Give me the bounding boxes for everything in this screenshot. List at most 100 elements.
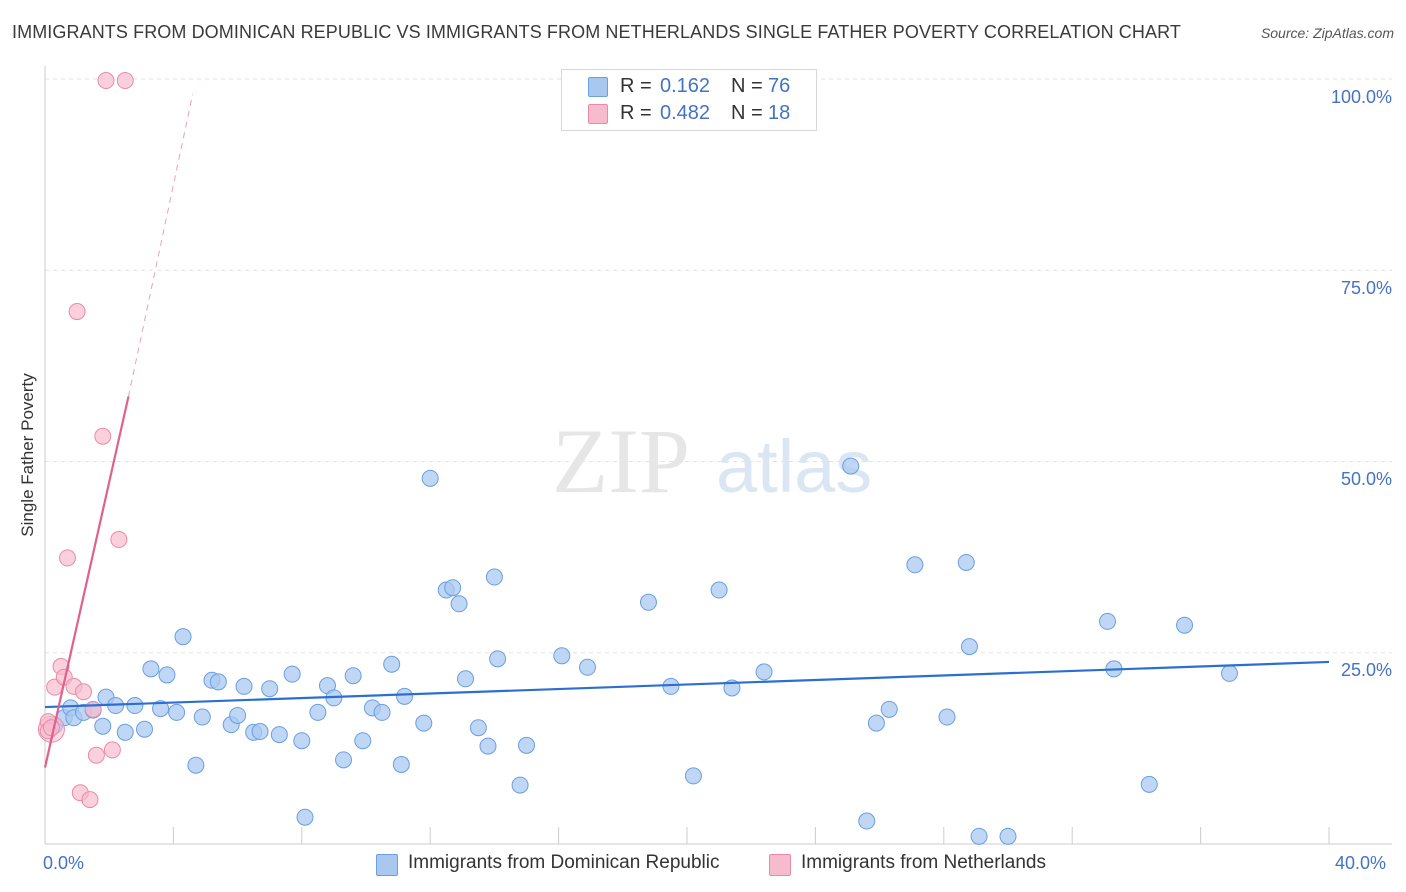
y-tick-label: 75.0% bbox=[1340, 278, 1392, 298]
data-point-dominican bbox=[489, 650, 507, 668]
data-point-dominican bbox=[1099, 612, 1117, 630]
legend-r-label: R = bbox=[620, 102, 652, 124]
x-tick-label-max: 40.0% bbox=[1335, 853, 1387, 873]
data-point-dominican bbox=[392, 755, 410, 773]
data-point-netherlands bbox=[110, 531, 128, 549]
data-point-dominican bbox=[457, 670, 475, 688]
data-point-dominican bbox=[485, 568, 503, 586]
data-point-dominican bbox=[126, 697, 144, 715]
legend-r-value: 0.162 bbox=[660, 75, 711, 97]
data-point-dominican bbox=[396, 687, 414, 705]
trend-line-netherlands-extension bbox=[127, 94, 194, 397]
data-point-dominican bbox=[662, 677, 680, 695]
data-point-dominican bbox=[639, 593, 657, 611]
data-point-netherlands bbox=[103, 741, 121, 759]
data-point-netherlands bbox=[81, 791, 99, 809]
data-point-dominican bbox=[858, 812, 876, 830]
data-point-netherlands bbox=[94, 427, 112, 445]
y-tick-label: 25.0% bbox=[1340, 660, 1392, 680]
data-point-netherlands bbox=[97, 72, 115, 90]
data-point-dominican bbox=[957, 553, 975, 571]
data-point-dominican bbox=[193, 708, 211, 726]
data-point-dominican bbox=[142, 660, 160, 678]
data-point-dominican bbox=[906, 556, 924, 574]
data-point-dominican bbox=[168, 703, 186, 721]
data-point-netherlands bbox=[75, 683, 93, 701]
data-point-dominican bbox=[209, 673, 227, 691]
y-tick-label: 100.0% bbox=[1330, 87, 1392, 107]
data-point-netherlands bbox=[87, 746, 105, 764]
data-point-dominican bbox=[152, 700, 170, 718]
legend-n-label: N = bbox=[731, 102, 763, 124]
data-point-dominican bbox=[842, 457, 860, 475]
x-tick-label-min: 0.0% bbox=[43, 853, 85, 873]
data-point-dominican bbox=[158, 666, 176, 684]
data-point-dominican bbox=[444, 579, 462, 597]
data-point-dominican bbox=[187, 756, 205, 774]
data-point-dominican bbox=[518, 736, 535, 754]
data-point-dominican bbox=[283, 665, 301, 683]
data-point-netherlands bbox=[68, 303, 86, 321]
data-point-dominican bbox=[684, 767, 702, 785]
data-point-dominican bbox=[755, 663, 773, 681]
data-point-dominican bbox=[1220, 664, 1238, 682]
data-point-dominican bbox=[235, 677, 253, 695]
data-point-dominican bbox=[1176, 616, 1194, 634]
watermark-zip: ZIP bbox=[552, 410, 690, 512]
y-tick-label: 50.0% bbox=[1340, 469, 1392, 489]
chart-title: IMMIGRANTS FROM DOMINICAN REPUBLIC VS IM… bbox=[12, 22, 1181, 42]
data-point-netherlands bbox=[42, 719, 60, 737]
legend-swatch-blue bbox=[588, 77, 608, 97]
data-point-dominican bbox=[511, 776, 529, 794]
stats-legend: R = 0.162 N = 76 R = 0.482 N = 18 bbox=[561, 69, 817, 131]
legend-swatch-pink bbox=[588, 104, 608, 124]
legend-r-label: R = bbox=[620, 75, 652, 97]
data-point-dominican bbox=[293, 732, 311, 750]
trend-lines bbox=[43, 94, 1330, 768]
data-point-dominican bbox=[136, 720, 154, 738]
data-point-dominican bbox=[880, 700, 898, 718]
data-point-dominican bbox=[1140, 775, 1158, 793]
trend-line-dominican bbox=[44, 660, 1330, 709]
data-point-dominican bbox=[960, 638, 978, 656]
legend-swatch-pink bbox=[769, 854, 791, 876]
data-point-dominican bbox=[270, 726, 288, 744]
data-point-netherlands bbox=[84, 700, 102, 718]
data-point-dominican bbox=[229, 706, 247, 724]
legend-r-value: 0.482 bbox=[660, 102, 711, 124]
data-point-dominican bbox=[867, 714, 885, 732]
data-point-dominican bbox=[553, 647, 571, 665]
y-axis-title: Single Father Poverty bbox=[18, 373, 37, 537]
data-point-dominican bbox=[296, 808, 314, 826]
data-point-dominican bbox=[450, 595, 468, 613]
data-point-dominican bbox=[578, 658, 596, 676]
series-dominican-points bbox=[46, 457, 1238, 845]
legend-n-label: N = bbox=[731, 75, 763, 97]
data-point-dominican bbox=[174, 628, 192, 646]
source-label: Source: ZipAtlas.com bbox=[1260, 25, 1394, 41]
legend-swatch-blue bbox=[376, 854, 398, 876]
data-point-dominican bbox=[469, 719, 487, 737]
legend-label: Immigrants from Netherlands bbox=[801, 852, 1046, 873]
trend-line-netherlands bbox=[43, 396, 130, 768]
data-point-dominican bbox=[938, 708, 956, 726]
data-point-dominican bbox=[373, 703, 391, 721]
data-point-dominican bbox=[309, 703, 327, 721]
data-point-dominican bbox=[261, 680, 279, 698]
data-point-dominican bbox=[251, 723, 269, 741]
data-point-dominican bbox=[94, 717, 112, 735]
data-point-dominican bbox=[479, 737, 497, 755]
data-point-netherlands bbox=[58, 549, 76, 567]
legend-n-value: 18 bbox=[768, 102, 791, 124]
data-point-dominican bbox=[710, 581, 728, 599]
data-point-dominican bbox=[383, 655, 401, 673]
data-point-dominican bbox=[999, 827, 1017, 845]
legend-label: Immigrants from Dominican Republic bbox=[408, 852, 720, 873]
data-point-dominican bbox=[421, 469, 439, 487]
series-netherlands-points bbox=[37, 72, 134, 809]
data-point-dominican bbox=[415, 714, 433, 732]
data-point-dominican bbox=[116, 723, 134, 741]
data-point-dominican bbox=[354, 732, 372, 750]
data-point-dominican bbox=[344, 667, 362, 685]
